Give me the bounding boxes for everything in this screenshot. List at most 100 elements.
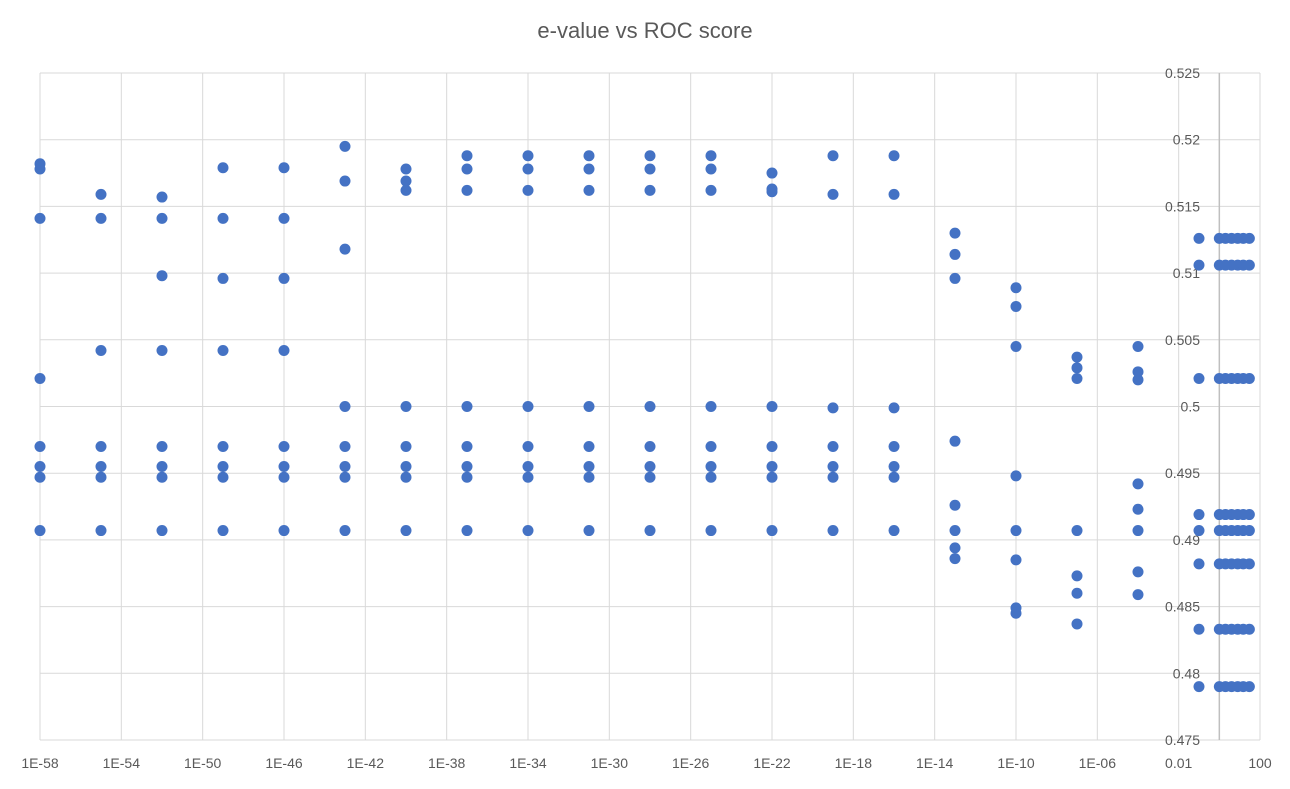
data-point	[522, 150, 534, 162]
data-point	[1010, 340, 1022, 352]
data-point	[339, 441, 351, 453]
y-tick-label: 0.48	[1173, 665, 1200, 681]
data-point	[400, 401, 412, 412]
data-point	[827, 150, 839, 162]
data-point	[217, 525, 229, 537]
data-point	[400, 441, 412, 453]
data-point	[583, 461, 595, 473]
data-point	[949, 272, 961, 284]
data-point	[522, 525, 534, 537]
data-point	[949, 248, 961, 260]
x-tick-label: 1E-54	[103, 755, 141, 771]
data-point	[461, 461, 473, 473]
data-point	[522, 471, 534, 483]
data-point	[827, 471, 839, 483]
data-point	[522, 184, 534, 196]
data-point	[888, 461, 900, 473]
data-point	[217, 461, 229, 473]
data-point	[522, 401, 534, 412]
data-point	[400, 471, 412, 483]
data-point	[1132, 589, 1144, 601]
data-point	[34, 372, 46, 384]
data-point	[949, 435, 961, 447]
data-point	[705, 184, 717, 196]
y-tick-label: 0.49	[1173, 532, 1200, 548]
data-point	[217, 471, 229, 483]
data-point	[1132, 566, 1144, 578]
data-point	[1132, 340, 1144, 352]
data-point	[217, 212, 229, 224]
data-point	[1071, 362, 1083, 374]
data-point	[1010, 470, 1022, 482]
data-point	[461, 471, 473, 483]
data-point	[95, 344, 107, 356]
data-point	[766, 525, 778, 537]
data-point	[705, 441, 717, 453]
data-point	[217, 162, 229, 174]
data-point	[766, 401, 778, 412]
y-tick-label: 0.475	[1165, 732, 1200, 748]
data-point	[400, 175, 412, 187]
data-point	[339, 243, 351, 255]
data-point	[339, 471, 351, 483]
data-point	[583, 401, 595, 412]
data-point	[1193, 681, 1205, 693]
data-point	[156, 344, 168, 356]
x-tick-label: 1E-46	[265, 755, 303, 771]
data-point	[34, 441, 46, 453]
data-point	[949, 499, 961, 511]
data-point	[949, 227, 961, 239]
data-point	[522, 163, 534, 175]
y-tick-label: 0.505	[1165, 332, 1200, 348]
data-point	[766, 167, 778, 179]
x-tick-label: 1E-26	[672, 755, 710, 771]
data-point	[1243, 259, 1255, 271]
data-point	[278, 461, 290, 473]
data-point	[1010, 282, 1022, 294]
x-tick-label: 1E-10	[997, 755, 1035, 771]
data-point	[1193, 372, 1205, 384]
data-point	[156, 270, 168, 282]
x-tick-label: 1E-22	[753, 755, 791, 771]
data-point	[1193, 525, 1205, 537]
data-point	[705, 401, 717, 412]
data-point	[644, 401, 656, 412]
data-point	[1132, 366, 1144, 378]
data-point	[278, 272, 290, 284]
data-point	[461, 441, 473, 453]
data-point	[949, 542, 961, 554]
data-point	[583, 471, 595, 483]
data-point	[217, 344, 229, 356]
x-tick-label: 1E-50	[184, 755, 222, 771]
data-point	[1071, 570, 1083, 582]
data-point	[1132, 525, 1144, 537]
data-point	[1132, 478, 1144, 490]
data-point	[34, 212, 46, 224]
data-point	[1010, 554, 1022, 566]
y-tick-label: 0.51	[1173, 265, 1200, 281]
data-point	[888, 188, 900, 200]
x-tick-label: 1E-30	[591, 755, 629, 771]
data-point	[461, 401, 473, 412]
data-point	[522, 441, 534, 453]
x-tick-label: 0.01	[1165, 755, 1192, 771]
data-point	[583, 150, 595, 162]
data-point	[95, 525, 107, 537]
data-point	[766, 186, 778, 198]
data-points	[34, 140, 1255, 693]
data-point	[278, 525, 290, 537]
data-point	[644, 471, 656, 483]
data-point	[400, 461, 412, 473]
data-point	[278, 162, 290, 174]
data-point	[705, 163, 717, 175]
data-point	[949, 553, 961, 565]
data-point	[1132, 503, 1144, 515]
data-point	[156, 212, 168, 224]
data-point	[1243, 558, 1255, 570]
data-point	[400, 163, 412, 175]
data-point	[95, 471, 107, 483]
data-point	[217, 272, 229, 284]
data-point	[766, 471, 778, 483]
